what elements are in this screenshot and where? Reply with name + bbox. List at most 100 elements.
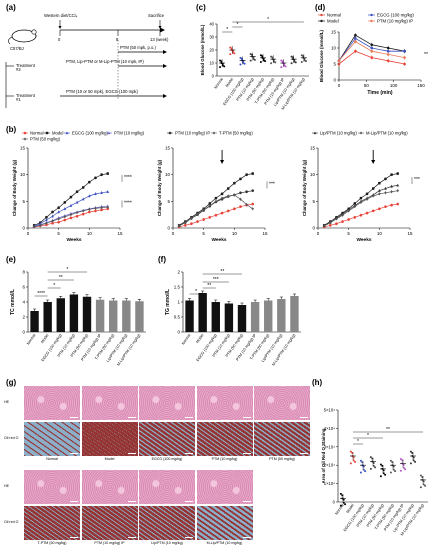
data-point bbox=[106, 207, 110, 211]
data-point bbox=[365, 192, 369, 196]
legend-marker bbox=[212, 131, 216, 135]
data-point bbox=[57, 206, 60, 209]
data-point bbox=[402, 466, 405, 469]
histology-caption: EGCG (100 mg/kg) bbox=[151, 456, 183, 461]
data-point bbox=[414, 460, 417, 463]
data-point bbox=[369, 456, 372, 459]
panel-g: HE Oil red O Normal Model EGCG (100 mg/kg) PT… bbox=[0, 382, 310, 550]
bar bbox=[109, 300, 118, 332]
data-point bbox=[378, 182, 381, 185]
x-tick-label: 150 bbox=[417, 83, 425, 88]
legend-marker bbox=[359, 131, 363, 135]
data-point bbox=[219, 66, 222, 69]
data-point bbox=[354, 37, 357, 40]
legend-label: EGCG (100 mg/kg) bbox=[377, 13, 414, 18]
x-category-label: Normal bbox=[181, 333, 191, 345]
data-point bbox=[389, 459, 392, 462]
panel-b3: 0 5 10 15 0 5 10 15 Weeks Change of Body Weight (… bbox=[290, 128, 435, 252]
data-point bbox=[411, 452, 414, 455]
y-tick-label: 8 bbox=[22, 270, 25, 275]
series-normal bbox=[322, 202, 400, 229]
data-point bbox=[412, 456, 415, 459]
data-point bbox=[419, 486, 422, 489]
data-point bbox=[221, 64, 224, 67]
data-point bbox=[394, 470, 397, 473]
scale-bar bbox=[127, 501, 136, 502]
data-point bbox=[32, 225, 36, 229]
scale-bar bbox=[127, 452, 136, 454]
significance-mark: * bbox=[195, 289, 197, 295]
legend-entry: T-PTM (50 mg/kg) bbox=[211, 131, 253, 136]
legend-label: PTM (10 mg/kg) IP bbox=[377, 19, 413, 24]
data-point bbox=[402, 463, 405, 466]
data-point bbox=[396, 183, 400, 187]
data-point bbox=[381, 464, 384, 467]
panel-h: 0 1×10⁴ 2×10⁴ 3×10⁴ 4×10⁴ 5×10⁴ Normal Model EGC… bbox=[310, 386, 435, 550]
histology-caption: PTM (10 mg/kg) bbox=[211, 456, 238, 461]
bar bbox=[277, 299, 286, 332]
y-tick-label: 5 bbox=[167, 199, 170, 204]
data-point bbox=[359, 471, 362, 474]
x-category-label: M-Lip/PTM (10 mg/kg) bbox=[116, 333, 141, 367]
scale-bar bbox=[185, 536, 193, 538]
y-tick-label: 5×10⁴ bbox=[324, 408, 335, 413]
data-point bbox=[69, 213, 73, 217]
oil-tile bbox=[254, 421, 310, 456]
y-tick-label: 0 bbox=[22, 330, 25, 335]
legend-label: PTM (10 mg/kg) bbox=[114, 131, 145, 136]
scale-bar bbox=[242, 452, 251, 454]
y-tick-label: 10 bbox=[310, 172, 316, 177]
x-tick-label: 0 bbox=[338, 83, 341, 88]
data-point bbox=[392, 465, 395, 468]
data-point bbox=[226, 209, 230, 213]
data-point bbox=[391, 461, 394, 464]
data-point bbox=[399, 457, 402, 460]
sacrifice-label: Sacrifice bbox=[148, 13, 165, 18]
y-tick-label: 5 bbox=[22, 199, 25, 204]
y-tick-label: 0 bbox=[333, 78, 336, 83]
panel-b2: 0 5 10 15 0 5 10 15 Weeks Change of Body Weight (… bbox=[145, 128, 290, 252]
data-point bbox=[239, 63, 242, 66]
bar bbox=[211, 302, 220, 332]
data-point bbox=[259, 60, 262, 63]
data-point bbox=[401, 459, 404, 462]
he-tile bbox=[24, 470, 80, 504]
data-point bbox=[229, 46, 232, 49]
data-point bbox=[424, 484, 427, 487]
data-point bbox=[386, 49, 390, 53]
data-point bbox=[177, 224, 181, 228]
data-point bbox=[63, 218, 67, 222]
legend-label: EGCG (100 mg/kg) bbox=[72, 131, 108, 136]
data-point bbox=[370, 46, 374, 50]
data-point bbox=[386, 53, 390, 56]
y-axis-title: Change of Body Weight (g) bbox=[302, 159, 307, 216]
y-tick-label: 0 bbox=[212, 74, 215, 79]
group-2 bbox=[359, 459, 367, 474]
x-tick-label: 0 bbox=[317, 231, 320, 236]
mouse-strain: C57/BJ bbox=[10, 46, 24, 51]
chart-b2-svg: 0 5 10 15 0 5 10 15 Weeks Change of Body Weight (… bbox=[157, 131, 275, 244]
histology-caption: Lip/PTM (10 mg/kg) bbox=[151, 540, 183, 545]
data-point bbox=[57, 220, 60, 224]
panel-e: 0 2 4 6 8 Normal Model EGCG (100 mg/kg) PTM (10 … bbox=[0, 258, 152, 376]
diet-label: Western diet/CCl₄ bbox=[44, 13, 78, 18]
data-point bbox=[280, 66, 283, 69]
significance-mark: **** bbox=[37, 291, 45, 297]
data-point bbox=[390, 190, 393, 194]
oil-tile bbox=[139, 505, 195, 540]
panel-label-a: (a) bbox=[6, 3, 16, 12]
panel-a-schematic: C57/BJ Western diet/CCl₄ Sacrifice 0 8 1… bbox=[0, 0, 190, 120]
mouse-icon bbox=[8, 29, 37, 45]
bar bbox=[82, 296, 92, 332]
data-point bbox=[342, 501, 345, 504]
bar bbox=[185, 300, 194, 332]
histology-caption: PTM (10 mg/kg) IP bbox=[94, 540, 125, 545]
legend-entry: Normal bbox=[22, 131, 44, 136]
legend-label: T-PTM (50 mg/kg) bbox=[219, 131, 253, 136]
y-axis-title: Blood Glucose (mmol/L) bbox=[200, 24, 205, 75]
series-lip-ptm-10-mg-kg- bbox=[322, 183, 400, 228]
y-tick-label: 10 bbox=[20, 172, 26, 177]
legend-marker bbox=[45, 131, 49, 135]
data-point bbox=[262, 59, 265, 62]
